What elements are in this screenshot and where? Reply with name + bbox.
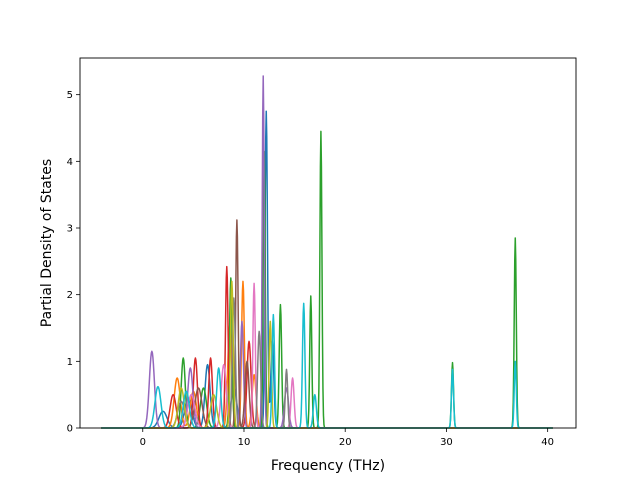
- x-tick-label: 10: [238, 437, 251, 448]
- series-layer: [101, 75, 553, 429]
- series-line-4: [101, 265, 553, 429]
- y-tick-label: 3: [67, 224, 73, 235]
- series-line-9: [101, 280, 553, 429]
- series-line-10: [101, 302, 553, 429]
- y-axis-label: Partial Density of States: [39, 159, 55, 327]
- y-tick-label: 2: [67, 290, 73, 301]
- series-line-5: [101, 75, 553, 429]
- y-tick-label: 5: [67, 90, 73, 101]
- x-tick-label: 20: [339, 437, 352, 448]
- plot-frame: [79, 57, 577, 429]
- series-line-2: [101, 280, 553, 429]
- y-tick-label: 0: [67, 424, 73, 435]
- y-axis-ticks: 0 1 2 3 4 5: [67, 90, 80, 435]
- x-axis-ticks: 0 10 20 30 40: [140, 428, 554, 448]
- x-tick-label: 30: [440, 437, 453, 448]
- x-tick-label: 40: [541, 437, 554, 448]
- series-line-1: [101, 110, 553, 429]
- series-line-6: [101, 219, 553, 429]
- y-tick-label: 1: [67, 357, 73, 368]
- y-tick-label: 4: [67, 157, 73, 168]
- series-line-7: [101, 282, 553, 429]
- x-tick-label: 0: [140, 437, 146, 448]
- series-line-8: [101, 297, 553, 429]
- x-axis-label: Frequency (THz): [271, 458, 385, 474]
- series-line-3: [101, 130, 553, 429]
